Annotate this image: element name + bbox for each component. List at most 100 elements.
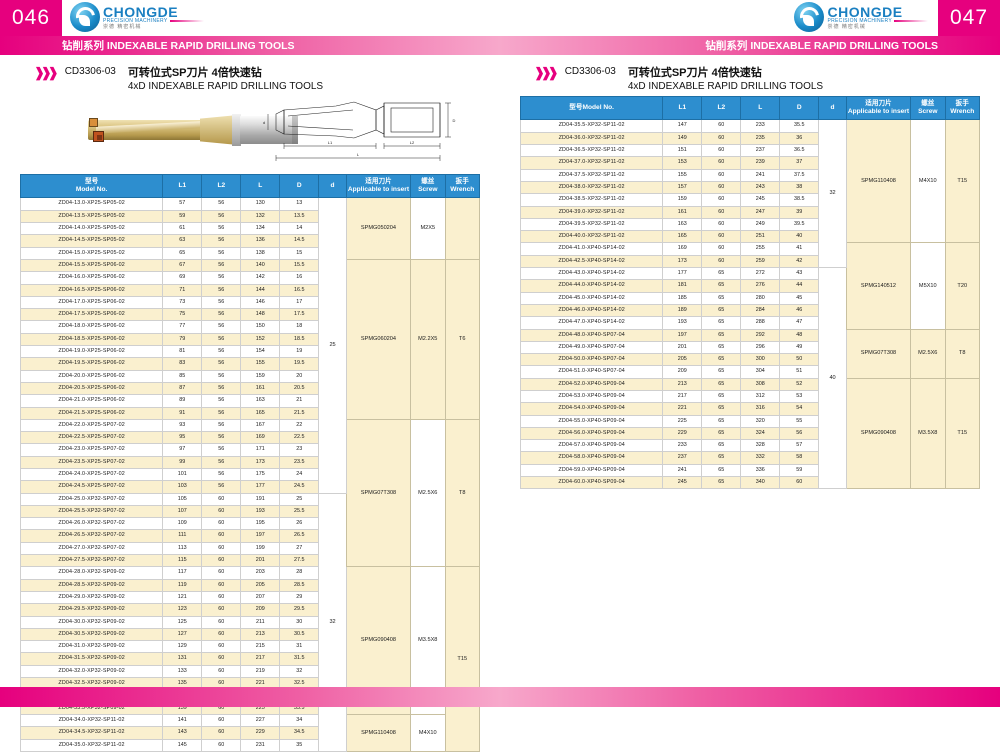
- cell-d-big: 43: [779, 267, 820, 281]
- cell-l1: 143: [162, 726, 203, 740]
- cell-l: 272: [740, 267, 781, 281]
- cell-insert: SPMG110408: [345, 713, 412, 752]
- cell-d-big: 57: [779, 439, 820, 453]
- cell-l: 247: [740, 205, 781, 219]
- cell-l2: 60: [201, 713, 242, 728]
- table-row: ZD04-20.0-XP25-SP06-02 85 56 159 20: [19, 369, 480, 383]
- cell-l1: 71: [162, 283, 203, 297]
- table-row: ZD04-26.5-XP32-SP07-02 111 60 197 26.5: [19, 529, 480, 543]
- col-l: L: [240, 173, 281, 199]
- cell-l1: 141: [162, 713, 203, 728]
- cell-l: 243: [740, 180, 781, 195]
- cell-model: ZD04-38.0-XP32-SP11-02: [519, 180, 664, 195]
- table-row: ZD04-52.0-XP40-SP09-04 213 65 308 52 SPMG0904…: [519, 377, 980, 490]
- cell-l1: 159: [662, 193, 703, 207]
- cell-d-big: 20: [279, 369, 320, 383]
- cell-wrench: T15: [944, 119, 980, 244]
- table-row: ZD04-28.0-XP32-SP09-02 117 60 203 28 SPMG0904…: [19, 566, 480, 752]
- cell-d-big: 39: [779, 205, 820, 219]
- cell-l1: 173: [662, 254, 703, 269]
- cell-l1: 97: [162, 443, 203, 457]
- table-row: ZD04-23.5-XP25-SP07-02 99 56 173 23.5: [19, 455, 480, 470]
- cell-l1: 181: [662, 279, 703, 293]
- cell-l2: 56: [201, 332, 242, 347]
- cell-l2: 60: [201, 578, 242, 592]
- cell-d-big: 22: [279, 418, 320, 433]
- spec-table-right: 型号Model No. L1 L2 L D d 适用刀片 Applicable …: [519, 95, 980, 490]
- cell-l2: 60: [201, 517, 242, 531]
- cell-l: 215: [240, 640, 281, 654]
- cell-model: ZD04-18.5-XP25-SP06-02: [19, 332, 164, 347]
- table-row: ZD04-56.0-XP40-SP09-04 229 65 324 56: [519, 426, 980, 441]
- table-row: ZD04-21.5-XP25-SP06-02 91 56 165 21.5: [19, 406, 480, 420]
- cell-d-big: 29.5: [279, 603, 320, 617]
- cell-model: ZD04-17.5-XP25-SP06-02: [19, 308, 164, 322]
- cell-d-big: 18: [279, 320, 320, 334]
- cell-model: ZD04-25.0-XP32-SP07-02: [19, 492, 164, 506]
- cell-l1: 65: [162, 246, 203, 260]
- table-row: ZD04-34.0-XP32-SP11-02 141 60 227 34 SPMG1104…: [19, 713, 480, 752]
- cell-d-big: 52: [779, 377, 820, 392]
- cell-insert: SPMG060204: [345, 258, 412, 420]
- cell-d-big: 20.5: [279, 381, 320, 396]
- cell-model: ZD04-48.0-XP40-SP07-04: [519, 328, 664, 342]
- table-header-row: 型号 Model No. L1 L2 L D d 适用刀片 Applicable…: [19, 173, 480, 199]
- cell-l: 233: [740, 119, 781, 133]
- cell-l2: 60: [701, 242, 742, 256]
- cell-l2: 56: [201, 431, 242, 445]
- cell-model: ZD04-39.0-XP32-SP11-02: [519, 205, 664, 219]
- cell-l: 324: [740, 426, 781, 441]
- series-code-right: CD3306-03: [564, 66, 616, 77]
- cell-l2: 56: [201, 271, 242, 285]
- cell-screw: M5X10: [910, 242, 946, 330]
- cell-model: ZD04-16.0-XP25-SP06-02: [19, 271, 164, 285]
- cell-model: ZD04-31.5-XP32-SP09-02: [19, 652, 164, 666]
- cell-d-big: 29: [279, 590, 320, 605]
- cell-model: ZD04-26.0-XP32-SP07-02: [19, 517, 164, 531]
- cell-d-big: 51: [779, 365, 820, 379]
- cell-l: 332: [740, 451, 781, 465]
- cell-screw: M2.5X6: [910, 328, 946, 379]
- table-row: ZD04-39.0-XP32-SP11-02 161 60 247 39: [519, 205, 980, 219]
- table-row: ZD04-20.5-XP25-SP06-02 87 56 161 20.5: [19, 381, 480, 396]
- table-row: ZD04-37.0-XP32-SP11-02 153 60 239 37: [519, 156, 980, 170]
- cell-l1: 127: [162, 627, 203, 642]
- cell-l2: 56: [201, 443, 242, 457]
- cell-l: 175: [240, 467, 281, 482]
- cell-l1: 131: [162, 652, 203, 666]
- table-row: ZD04-46.0-XP40-SP14-02 189 65 284 46: [519, 303, 980, 318]
- col-model: 型号Model No.: [519, 95, 664, 121]
- table-row: ZD04-18.0-XP25-SP06-02 77 56 150 18: [19, 320, 480, 334]
- cell-l2: 60: [201, 738, 242, 752]
- cell-l2: 65: [701, 389, 742, 404]
- cell-l2: 60: [201, 504, 242, 519]
- cell-l1: 225: [662, 414, 703, 428]
- cell-l1: 93: [162, 418, 203, 433]
- cell-l2: 65: [701, 365, 742, 379]
- cell-d-big: 41: [779, 242, 820, 256]
- cell-l2: 60: [701, 131, 742, 146]
- series-code-left: CD3306-03: [64, 66, 116, 77]
- drill-dimension-diagram: d L1 L2 L D: [258, 96, 488, 168]
- cell-d-big: 32: [279, 664, 320, 679]
- cell-l: 231: [240, 738, 281, 752]
- cell-model: ZD04-30.5-XP32-SP09-02: [19, 627, 164, 642]
- cell-d-big: 30.5: [279, 627, 320, 642]
- cell-l: 219: [240, 664, 281, 679]
- cell-model: ZD04-32.0-XP32-SP09-02: [19, 664, 164, 679]
- table-row: ZD04-17.5-XP25-SP06-02 75 56 148 17.5: [19, 308, 480, 322]
- cell-l: 134: [240, 222, 281, 236]
- col-screw: 螺丝 Screw: [910, 95, 946, 121]
- cell-insert: SPMG07T308: [845, 328, 912, 379]
- cell-model: ZD04-58.0-XP40-SP09-04: [519, 451, 664, 465]
- cell-model: ZD04-30.0-XP32-SP09-02: [19, 615, 164, 629]
- cell-l1: 229: [662, 426, 703, 441]
- cell-l: 146: [240, 295, 281, 310]
- table-row: ZD04-55.0-XP40-SP09-04 225 65 320 55: [519, 414, 980, 428]
- cell-l1: 73: [162, 295, 203, 310]
- cell-l1: 67: [162, 258, 203, 273]
- cell-l2: 56: [201, 480, 242, 494]
- cell-insert: SPMG140512: [845, 242, 912, 330]
- cell-d-big: 14.5: [279, 234, 320, 248]
- cell-model: ZD04-29.5-XP32-SP09-02: [19, 603, 164, 617]
